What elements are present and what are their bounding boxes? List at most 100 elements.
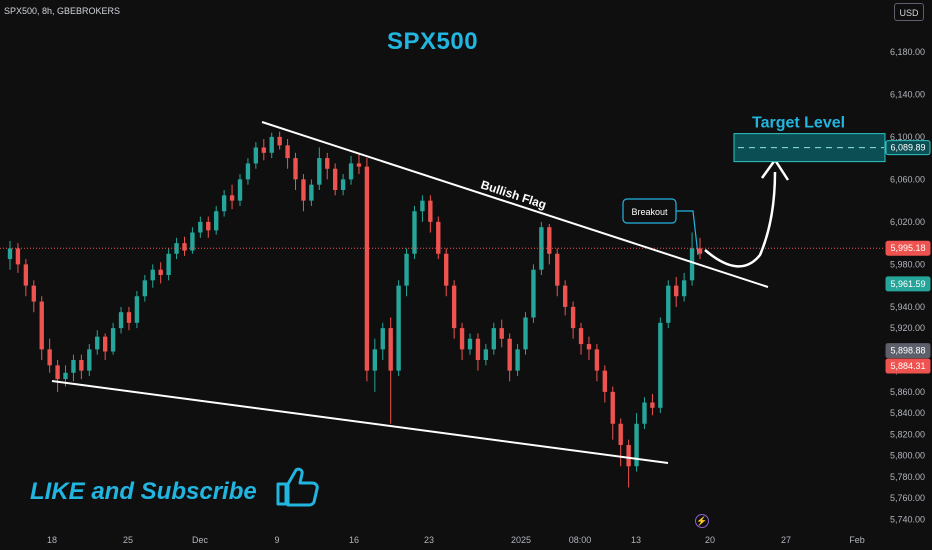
y-tick-label: 5,940.00 [890, 302, 925, 312]
candle-body [539, 227, 544, 270]
candle-body [79, 360, 84, 371]
candle-body [444, 253, 449, 286]
x-tick-label: 9 [274, 535, 279, 545]
price-tag-bg [885, 140, 931, 156]
candle-body [666, 285, 671, 323]
candle-body [293, 158, 298, 180]
breakout-pointer [676, 210, 699, 256]
price-tag-bg [885, 276, 931, 292]
upper-trendline [261, 121, 769, 288]
currency-button[interactable]: USD [894, 3, 924, 21]
x-tick-label: 20 [705, 535, 715, 545]
y-tick-label: 5,800.00 [890, 451, 925, 461]
x-tick-label: 16 [349, 535, 359, 545]
y-tick-label: 5,780.00 [890, 472, 925, 482]
candle-body [261, 147, 266, 153]
candle-body [388, 328, 393, 371]
price-tag-bg [885, 240, 931, 256]
candle-body [586, 344, 592, 350]
y-tick-label: 6,180.00 [890, 47, 925, 57]
candle-body [436, 221, 441, 254]
candle-body [380, 328, 385, 350]
candle-body [515, 349, 520, 371]
price-tag-bg [885, 343, 931, 359]
x-tick-label: 08:00 [569, 535, 592, 545]
symbol-line[interactable]: SPX500, 8h, GBEBROKERS [4, 6, 121, 16]
candles [7, 131, 703, 488]
candle-body [182, 243, 187, 251]
y-tick-label: 6,060.00 [890, 174, 925, 184]
candle-body [277, 136, 282, 146]
candle-body [47, 349, 52, 366]
candle-body [221, 195, 227, 212]
price-tag-label: 5,884.31 [890, 361, 925, 371]
candle-body [507, 338, 512, 371]
candle-body [102, 336, 108, 352]
candle-body [364, 166, 370, 371]
candle-body [531, 269, 536, 318]
candle-body [150, 269, 155, 281]
candle-body [229, 195, 235, 201]
candle-body [71, 360, 76, 373]
chart-title: SPX500 [387, 28, 479, 55]
candle-body [118, 312, 124, 329]
candle-body [23, 264, 29, 286]
candle-body [642, 402, 647, 424]
candle-body [428, 200, 433, 222]
candle-body [689, 248, 695, 281]
candle-body [325, 158, 330, 169]
candle-body [87, 349, 92, 371]
candle-body [348, 163, 354, 180]
price-tag-label: 6,089.89 [890, 143, 925, 153]
x-tick-label: 25 [123, 535, 133, 545]
x-axis[interactable]: 18 25 Dec 9 16 23 2025 08:00 13 20 27 Feb [47, 535, 865, 545]
candle-body [594, 349, 600, 371]
price-tag: 5,898.88 [885, 343, 931, 359]
x-tick-label: 2025 [511, 535, 531, 545]
candle-body [634, 423, 639, 467]
price-tag: 5,995.18 [885, 240, 931, 256]
y-tick-label: 6,100.00 [890, 132, 925, 142]
candle-body [570, 306, 576, 329]
candle-body [467, 338, 473, 350]
y-tick-label: 5,760.00 [890, 493, 925, 503]
candle-body [190, 232, 195, 251]
candle-body [626, 445, 631, 467]
y-tick-label: 5,840.00 [890, 408, 925, 418]
candle-body [158, 269, 163, 275]
y-tick-label: 5,920.00 [890, 323, 925, 333]
candle-body [39, 301, 44, 350]
candle-body [31, 285, 36, 302]
candle-body [523, 317, 528, 350]
candle-body [55, 365, 60, 380]
x-tick-label: Feb [849, 535, 865, 545]
candle-body [15, 248, 21, 265]
candle-body [166, 253, 171, 275]
candle-body [697, 248, 703, 254]
thumbs-up-icon [276, 467, 319, 507]
y-tick-label: 6,140.00 [890, 89, 925, 99]
candle-body [555, 253, 560, 286]
candle-body [547, 227, 552, 254]
candle-body [578, 328, 584, 345]
x-tick-label: 18 [47, 535, 57, 545]
price-tag: 5,961.59 [885, 276, 931, 292]
candle-body [499, 328, 504, 339]
x-tick-label: 13 [631, 535, 641, 545]
x-tick-label: 23 [424, 535, 434, 545]
candle-body [253, 147, 259, 164]
price-tag-label: 5,995.18 [890, 243, 925, 253]
candle-body [214, 211, 219, 231]
x-tick-label: 27 [781, 535, 791, 545]
candle-body [237, 179, 243, 201]
lightning-icon[interactable]: ⚡ [695, 514, 709, 528]
candle-body [658, 322, 663, 408]
target-level-label: Target Level [752, 115, 845, 132]
y-tick-label: 5,860.00 [890, 387, 925, 397]
candle-body [618, 423, 623, 445]
y-tick-label: 6,020.00 [890, 217, 925, 227]
candle-body [63, 372, 68, 380]
price-tag: 6,089.89 [885, 140, 931, 156]
